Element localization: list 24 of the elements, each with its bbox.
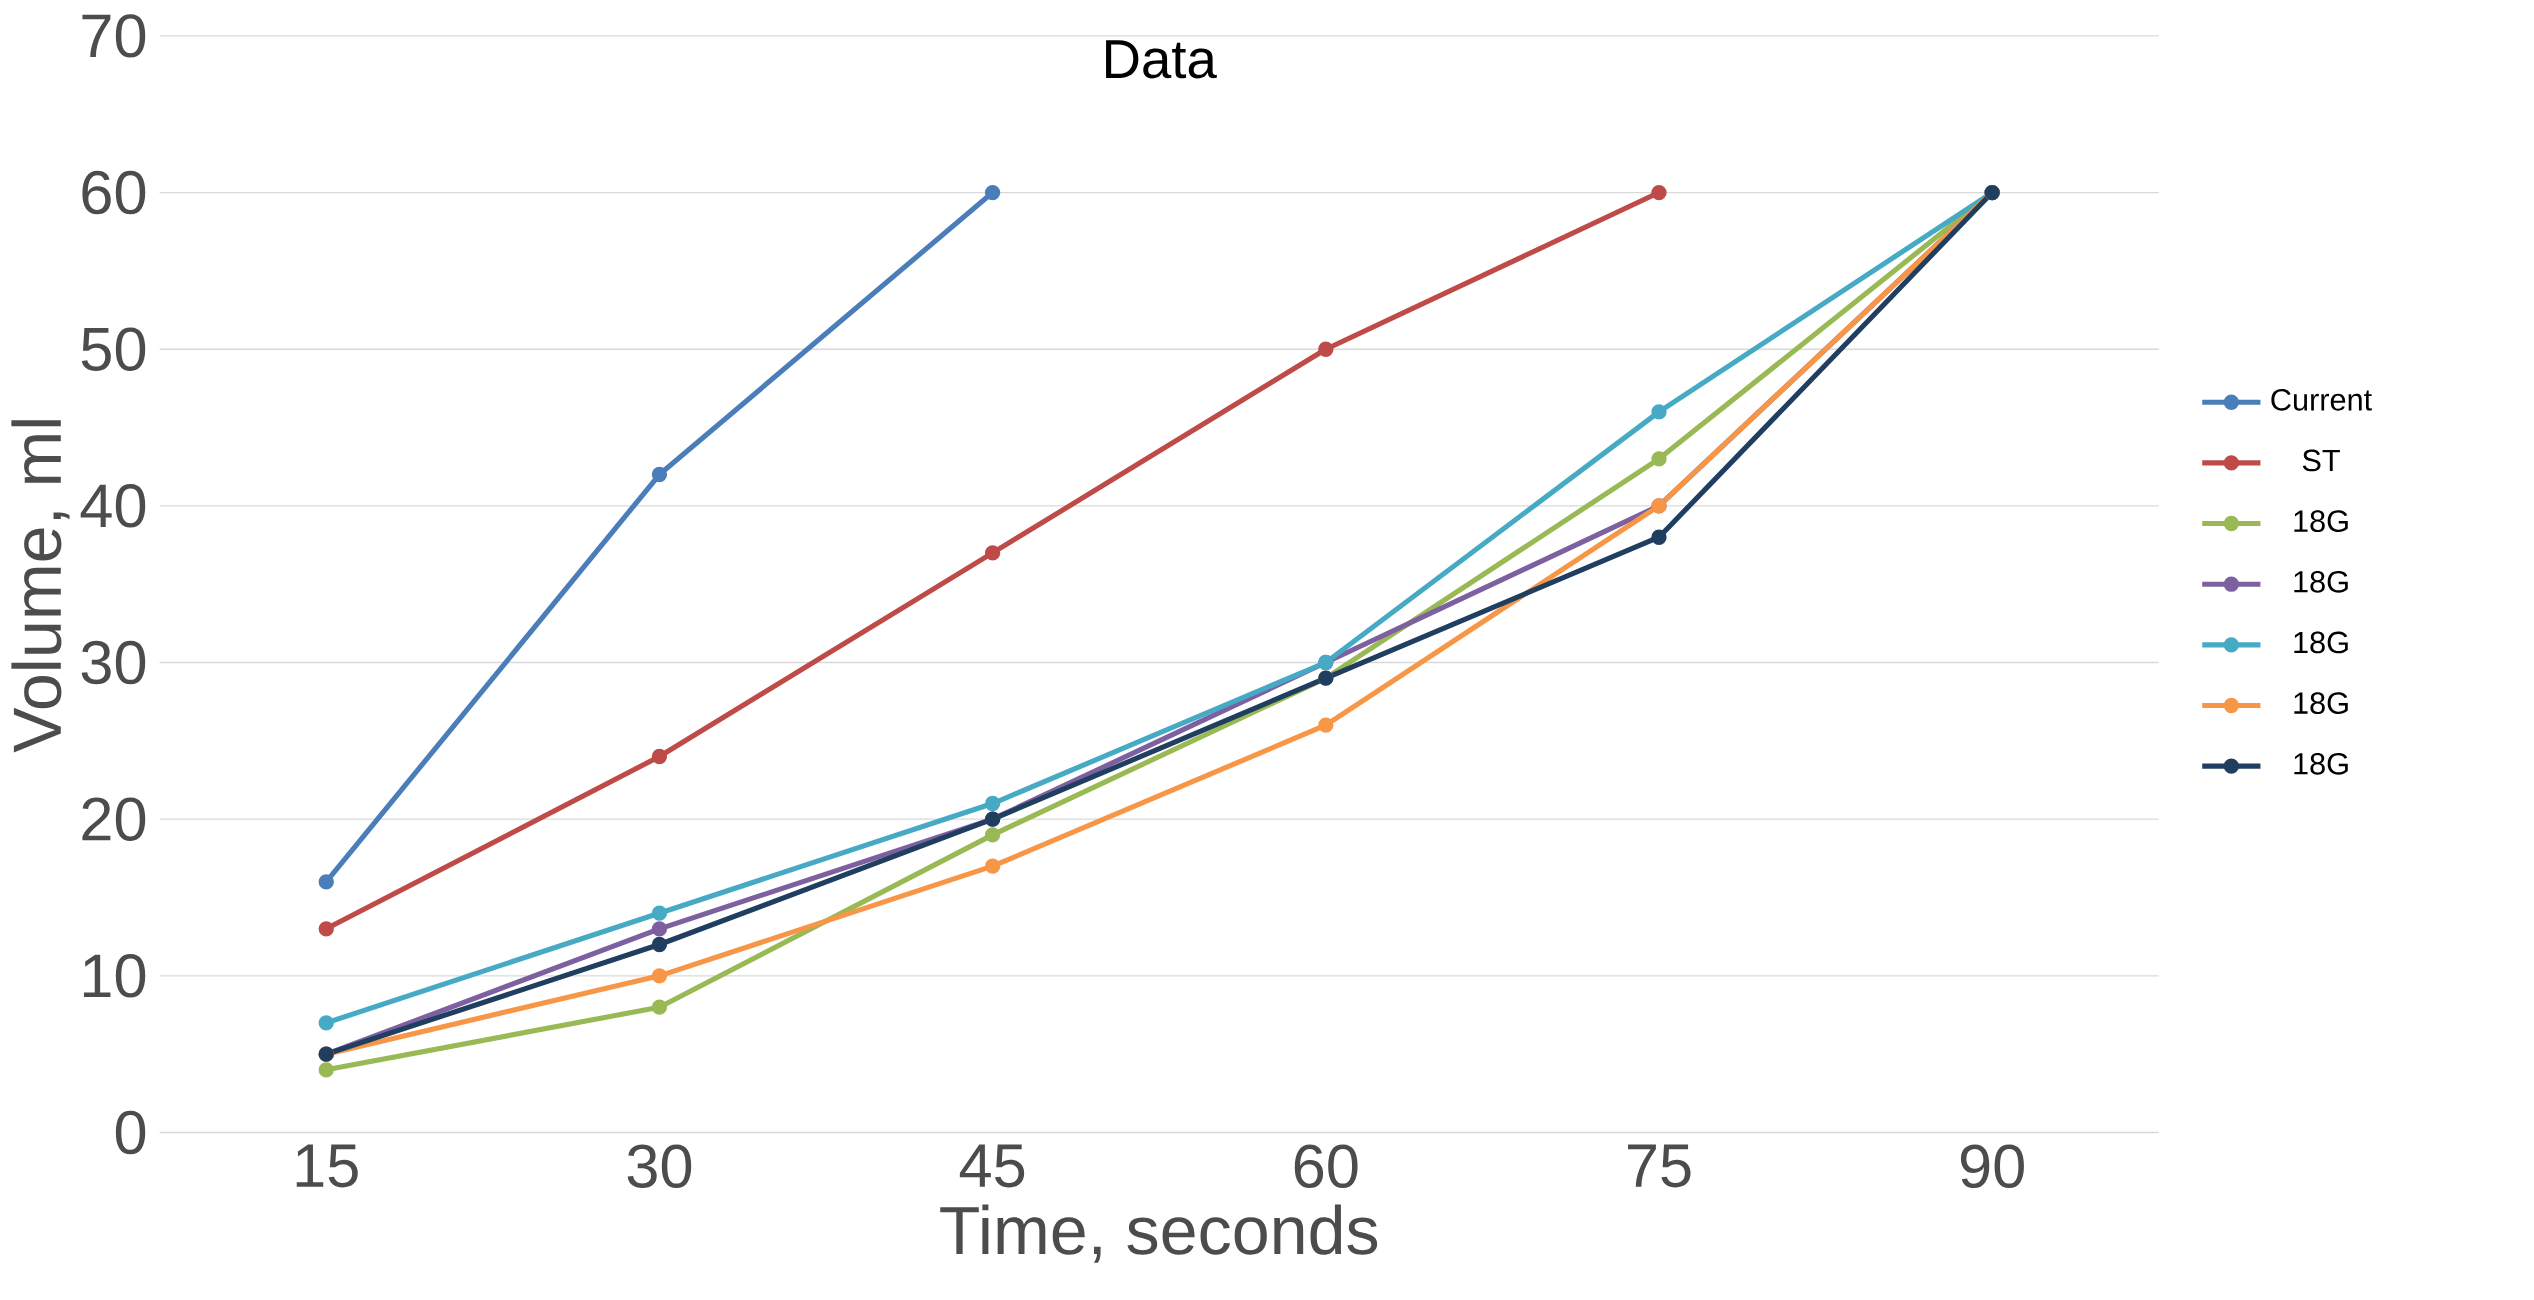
- x-tick-label: 75: [1628, 1144, 1691, 1188]
- y-tick-label: 40: [80, 483, 146, 528]
- legend-label: ST: [2302, 449, 2340, 472]
- y-tick-label: 0: [115, 1110, 146, 1155]
- y-tick-label: 10: [83, 953, 146, 998]
- legend-label: Current: [2271, 388, 2372, 411]
- legend-label: 18G: [2294, 692, 2348, 714]
- chart-title: Data: [1106, 40, 1217, 79]
- legend-label: 18G: [2294, 752, 2348, 775]
- legend-label: 18G: [2294, 510, 2348, 532]
- y-tick-label: 30: [81, 640, 146, 685]
- y-tick-label: 70: [82, 13, 146, 58]
- y-tick-label: 50: [81, 327, 146, 371]
- x-tick-label: 30: [627, 1144, 692, 1188]
- x-tick-label: 45: [959, 1144, 1025, 1188]
- y-tick-label: 60: [82, 170, 146, 215]
- x-axis-title: Time, seconds: [940, 1204, 1378, 1263]
- x-tick-label: 60: [1294, 1144, 1358, 1188]
- y-tick-label: 20: [82, 797, 146, 841]
- x-tick-label: 15: [296, 1144, 358, 1188]
- legend-label: 18G: [2294, 570, 2348, 593]
- legend-label: 18G: [2294, 631, 2348, 654]
- y-axis-title: Volume, ml: [11, 419, 70, 753]
- x-tick-label: 90: [1960, 1144, 2024, 1188]
